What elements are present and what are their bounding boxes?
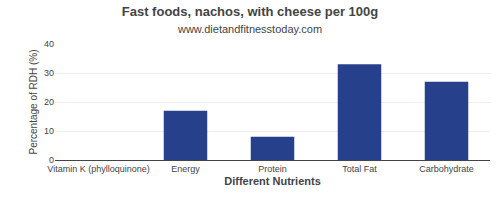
svg-text:Total Fat: Total Fat bbox=[342, 164, 377, 174]
svg-text:Different Nutrients: Different Nutrients bbox=[224, 175, 321, 187]
svg-text:30: 30 bbox=[44, 68, 54, 78]
svg-text:Percentage of RDH (%): Percentage of RDH (%) bbox=[28, 49, 39, 154]
svg-text:Energy: Energy bbox=[171, 164, 200, 174]
svg-text:Carbohydrate: Carbohydrate bbox=[419, 164, 474, 174]
svg-text:Fast foods, nachos, with chees: Fast foods, nachos, with cheese per 100g… bbox=[122, 4, 379, 35]
svg-text:0: 0 bbox=[49, 155, 54, 165]
svg-text:Vitamin K (phylloquinone): Vitamin K (phylloquinone) bbox=[47, 164, 149, 174]
svg-text:10: 10 bbox=[44, 126, 54, 136]
svg-text:Protein: Protein bbox=[258, 164, 287, 174]
svg-text:40: 40 bbox=[44, 39, 54, 49]
svg-text:20: 20 bbox=[44, 97, 54, 107]
